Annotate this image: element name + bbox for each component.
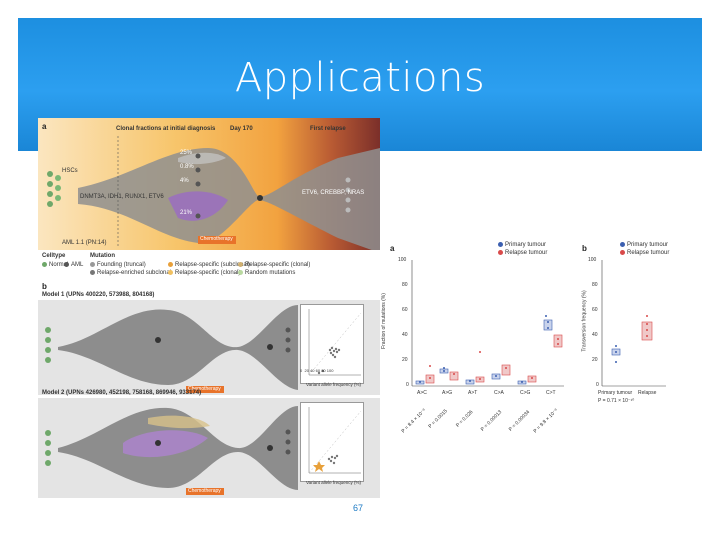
cat-a-6: C>T <box>546 390 556 396</box>
ytick-b-40: 40 <box>592 332 598 338</box>
chemo-label-m1: Chemotherapy <box>188 386 221 392</box>
scatter1-xlabel: Variant allele frequency (%) <box>306 382 361 387</box>
celltype-title: Celltype <box>42 253 66 259</box>
mutation-item-5: Relapse-specific (clonal) <box>238 262 310 268</box>
chemo-label-a: Chemotherapy <box>200 236 233 242</box>
ytick-b-0: 0 <box>596 382 599 388</box>
ytick-a-0: 0 <box>406 382 409 388</box>
celltype-aml: AML <box>64 262 83 268</box>
mutation-item-1: Founding (truncal) <box>90 262 146 268</box>
legend-b-relapse: Relapse tumour <box>620 250 669 256</box>
mutation-legend: Celltype Normal AML Mutation Founding (t… <box>38 250 380 280</box>
clonal-fish-plot <box>47 136 380 253</box>
cat-a-4: C>A <box>494 390 504 396</box>
ytick-b-20: 20 <box>592 357 598 363</box>
mutation-item-6: Random mutations <box>238 270 295 276</box>
legend-b-primary: Primary tumour <box>620 242 668 248</box>
model2-title: Model 2 (UPNs 426980, 452198, 758168, 86… <box>42 390 202 396</box>
slide-title: Applications <box>234 55 486 101</box>
right-panel-a-label: a <box>390 244 395 253</box>
ytick-a-60: 60 <box>402 307 408 313</box>
cat-b-1: Primary tumour <box>598 390 633 396</box>
ytick-a-100: 100 <box>398 257 407 263</box>
mutations-line: DNMT3A, IDH1, RUNX1, ETV6 <box>80 194 164 200</box>
cat-a-1: A>C <box>417 390 427 396</box>
panel-b-label: b <box>42 282 47 291</box>
clonal-evolution-figure: a Clonal fractions at initial diagnosis … <box>38 118 380 506</box>
model2-fish-plot <box>45 406 298 495</box>
model1-title: Model 1 (UPNs 400220, 573988, 804168) <box>42 292 155 298</box>
mutation-item-4: Relapse-specific (clonal) <box>168 270 240 276</box>
model1-fish-plot <box>45 305 298 393</box>
clone-percent-2: 0.8% <box>180 164 194 170</box>
boxplot-charts <box>411 260 666 387</box>
pvalue-b: P = 0.71 × 10⁻¹⁰ <box>598 398 635 404</box>
celltype-normal: Normal <box>42 262 68 268</box>
mutation-item-2: Relapse-enriched subclonal <box>90 270 171 276</box>
aml-label: AML 1.1 (PN:14) <box>62 240 107 246</box>
timepoint-relapse: First relapse <box>310 126 346 132</box>
ytick-a-40: 40 <box>402 332 408 338</box>
model1-scatter <box>300 304 364 384</box>
clone-percent-3: 4% <box>180 178 189 184</box>
timepoint-day170: Day 170 <box>230 126 253 132</box>
mutation-title: Mutation <box>90 253 115 259</box>
scatter2-xlabel: Variant allele frequency (%) <box>306 480 361 485</box>
scatter1-ticks: 0 20 40 60 80 100 <box>300 368 334 373</box>
ytick-b-100: 100 <box>588 257 597 263</box>
legend-a-primary: Primary tumour <box>498 242 546 248</box>
ytick-b-80: 80 <box>592 282 598 288</box>
clone-percent-5: 21% <box>180 210 193 216</box>
legend-a-relapse: Relapse tumour <box>498 250 547 256</box>
mutation-item-3: Relapse-specific (subclonal) <box>168 262 250 268</box>
model2-scatter <box>300 402 364 482</box>
ytick-b-60: 60 <box>592 307 598 313</box>
hsc-label: HSCs <box>62 168 78 174</box>
right-panel-b-label: b <box>582 244 587 253</box>
clone-percent-1: 25% <box>180 150 193 156</box>
mutation-spectrum-figure: a b Primary tumour Relapse tumour Primar… <box>381 240 674 440</box>
cat-b-2: Relapse <box>638 390 657 396</box>
cat-a-5: C>G <box>520 390 531 396</box>
cat-a-3: A>T <box>468 390 478 396</box>
panel-a-label: a <box>42 122 47 131</box>
ytick-a-20: 20 <box>402 357 408 363</box>
chemo-label-m2: Chemotherapy <box>188 488 221 494</box>
ytick-a-80: 80 <box>402 282 408 288</box>
timepoint-initial: Clonal fractions at initial diagnosis <box>116 126 216 132</box>
relapse-note: ETV6, CREBBP, NRAS <box>302 190 365 196</box>
page-number: 67 <box>353 503 364 513</box>
cat-a-2: A>G <box>442 390 453 396</box>
